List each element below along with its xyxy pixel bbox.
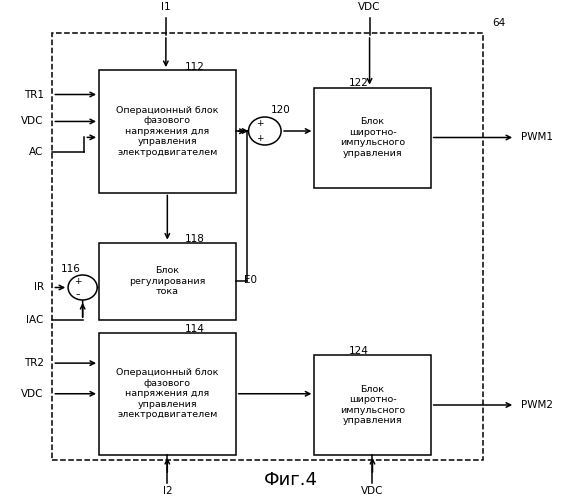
Bar bbox=[314, 88, 431, 188]
Text: VDC: VDC bbox=[361, 486, 384, 496]
Text: Блок
широтно-
импульсного
управления: Блок широтно- импульсного управления bbox=[340, 385, 405, 425]
Text: –: – bbox=[76, 290, 80, 299]
Text: 124: 124 bbox=[349, 346, 369, 356]
Text: AC: AC bbox=[29, 147, 44, 157]
Circle shape bbox=[68, 275, 97, 300]
Text: 112: 112 bbox=[185, 62, 205, 72]
Text: 118: 118 bbox=[185, 234, 205, 243]
Text: +: + bbox=[256, 134, 264, 143]
Text: +: + bbox=[74, 277, 82, 286]
Text: Блок
широтно-
импульсного
управления: Блок широтно- импульсного управления bbox=[340, 118, 405, 158]
Text: 122: 122 bbox=[349, 78, 369, 88]
Text: 64: 64 bbox=[492, 18, 505, 28]
Text: VDC: VDC bbox=[21, 116, 44, 126]
Text: IR: IR bbox=[34, 282, 44, 292]
Text: IAC: IAC bbox=[26, 315, 44, 325]
Text: Фиг.4: Фиг.4 bbox=[264, 471, 318, 489]
Bar bbox=[99, 332, 236, 455]
Bar bbox=[52, 32, 483, 460]
Text: 120: 120 bbox=[271, 105, 290, 115]
Bar bbox=[314, 355, 431, 455]
Text: I2: I2 bbox=[162, 486, 172, 496]
Bar bbox=[99, 70, 236, 192]
Bar bbox=[99, 242, 236, 320]
Text: E0: E0 bbox=[244, 275, 257, 285]
Text: 114: 114 bbox=[185, 324, 205, 334]
Text: Операционный блок
фазового
напряжения для
управления
электродвигателем: Операционный блок фазового напряжения дл… bbox=[116, 368, 218, 419]
Text: VDC: VDC bbox=[359, 2, 381, 12]
Circle shape bbox=[249, 117, 281, 145]
Text: 116: 116 bbox=[61, 264, 81, 274]
Text: TR1: TR1 bbox=[24, 90, 44, 100]
Text: TR2: TR2 bbox=[24, 358, 44, 368]
Text: PWM1: PWM1 bbox=[521, 132, 553, 142]
Text: I1: I1 bbox=[161, 2, 171, 12]
Text: Блок
регулирования
тока: Блок регулирования тока bbox=[129, 266, 205, 296]
Text: Операционный блок
фазового
напряжения для
управления
электродвигателем: Операционный блок фазового напряжения дл… bbox=[116, 106, 218, 156]
Text: VDC: VDC bbox=[21, 389, 44, 399]
Text: +: + bbox=[256, 120, 264, 128]
Text: PWM2: PWM2 bbox=[521, 400, 553, 410]
